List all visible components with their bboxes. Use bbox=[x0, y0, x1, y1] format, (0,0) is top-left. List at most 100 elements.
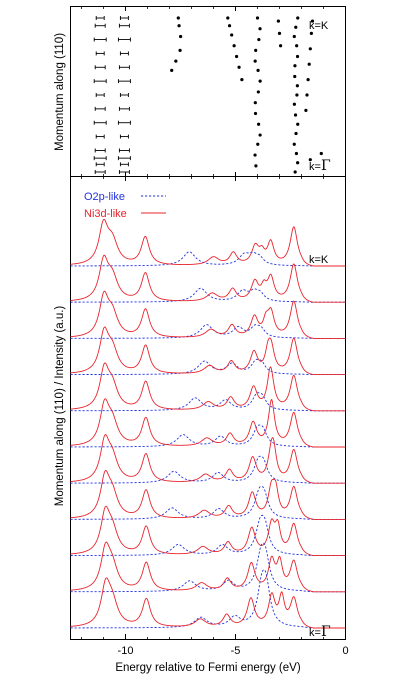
o2p-curve bbox=[70, 424, 346, 448]
dispersion-point bbox=[170, 68, 174, 72]
dispersion-point bbox=[279, 44, 283, 48]
x-tick-label: -10 bbox=[118, 645, 134, 657]
dispersion-point bbox=[230, 33, 234, 37]
error-bar-point bbox=[118, 170, 130, 174]
error-bar-point bbox=[118, 106, 130, 111]
dispersion-point bbox=[178, 48, 182, 52]
dispersion-point bbox=[304, 108, 308, 112]
dispersion-point bbox=[293, 64, 297, 68]
dispersion-point bbox=[294, 151, 299, 156]
x-tick-label: 0 bbox=[342, 645, 348, 657]
error-bar-point bbox=[119, 93, 129, 97]
top-label-k-prefix: k= bbox=[309, 161, 321, 173]
ni3d-curve bbox=[70, 218, 346, 267]
dispersion-point bbox=[255, 16, 260, 20]
error-bar-point bbox=[118, 65, 130, 70]
dispersion-point bbox=[306, 78, 310, 82]
dispersion-point bbox=[295, 84, 299, 88]
gamma-symbol-top: Γ bbox=[321, 158, 331, 174]
dispersion-point bbox=[294, 25, 298, 29]
dispersion-point bbox=[235, 54, 239, 59]
dispersion-point bbox=[307, 62, 311, 66]
error-bar-point bbox=[117, 156, 131, 161]
bottom-ylabel: Momentum along (110) / Intensity (a.u.) bbox=[54, 306, 66, 507]
dispersion-point bbox=[308, 158, 312, 162]
dispersion-point bbox=[227, 24, 232, 28]
ni3d-curve bbox=[70, 469, 346, 520]
error-bar-point bbox=[95, 51, 105, 56]
dispersion-point bbox=[232, 44, 236, 48]
error-bar-point bbox=[94, 65, 106, 70]
dispersion-point bbox=[254, 48, 258, 52]
o2p-curve bbox=[70, 392, 346, 412]
ni3d-curve bbox=[70, 577, 346, 629]
error-bar-point bbox=[95, 93, 105, 97]
error-bar-point bbox=[94, 106, 106, 111]
ni3d-curve bbox=[70, 326, 346, 376]
error-bar-point bbox=[119, 134, 129, 139]
o2p-curve bbox=[70, 358, 346, 376]
o2p-curve bbox=[70, 251, 346, 267]
bottom-label-k-K: k=K bbox=[309, 254, 329, 266]
dispersion-point bbox=[240, 78, 244, 82]
ni3d-curve bbox=[70, 362, 346, 412]
dispersion-point bbox=[253, 153, 257, 157]
dispersion-point bbox=[253, 101, 257, 105]
top-label-k-K: k=K bbox=[309, 20, 329, 32]
error-bar-point bbox=[95, 134, 105, 139]
error-bar-point bbox=[93, 120, 107, 125]
dispersion-point bbox=[237, 65, 241, 69]
bottom-x-ticks bbox=[81, 176, 324, 640]
top-ylabel: Momentum along (110) bbox=[54, 33, 66, 151]
error-bar-point bbox=[117, 37, 131, 42]
error-bar-point bbox=[94, 148, 106, 153]
error-bar-point bbox=[95, 162, 105, 167]
ni3d-curve bbox=[70, 290, 346, 339]
dispersion-point bbox=[253, 111, 258, 116]
dispersion-point bbox=[295, 54, 300, 59]
error-bar-point bbox=[94, 170, 106, 174]
o2p-curve bbox=[70, 485, 346, 520]
dispersion-point bbox=[296, 16, 300, 20]
dispersion-point bbox=[296, 122, 300, 126]
bottom-label-k-gamma: k=Γ bbox=[309, 624, 331, 640]
o2p-curve bbox=[70, 324, 346, 339]
dispersion-point bbox=[226, 16, 230, 20]
dispersion-point bbox=[309, 31, 313, 35]
error-bar-point bbox=[117, 120, 131, 125]
legend: O2p-like Ni3d-like bbox=[84, 191, 166, 220]
x-tick-label: -5 bbox=[231, 645, 241, 657]
error-bar-point bbox=[118, 148, 130, 153]
dispersion-point bbox=[277, 31, 282, 35]
dispersion-point bbox=[310, 19, 315, 23]
error-bar-point bbox=[117, 79, 131, 84]
dispersion-point bbox=[258, 27, 262, 31]
ni3d-curve bbox=[70, 254, 346, 303]
dispersion-point bbox=[319, 151, 323, 156]
top-label-k-gamma: k=Γ bbox=[309, 158, 331, 174]
error-bar-point bbox=[93, 79, 107, 84]
error-bar-point bbox=[118, 23, 130, 28]
x-axis-label: Energy relative to Fermi energy (eV) bbox=[115, 662, 301, 674]
top-panel-frame bbox=[70, 6, 346, 177]
dispersion-point bbox=[305, 93, 309, 97]
o2p-curve bbox=[70, 287, 346, 303]
dispersion-point bbox=[257, 37, 261, 42]
error-bar-point bbox=[93, 37, 107, 42]
x-tick-labels: -10 -5 0 bbox=[118, 645, 349, 657]
dispersion-point bbox=[294, 131, 298, 136]
dispersion-points bbox=[93, 16, 323, 174]
dispersion-point bbox=[256, 68, 260, 72]
dispersion-point bbox=[176, 16, 180, 20]
dispersion-point bbox=[256, 142, 260, 146]
dispersion-point bbox=[258, 79, 262, 83]
dispersion-point bbox=[253, 59, 257, 63]
ni3d-curve bbox=[70, 541, 346, 593]
error-bar-point bbox=[95, 16, 105, 20]
dispersion-point bbox=[177, 24, 181, 28]
dispersion-point bbox=[174, 59, 178, 63]
dispersion-point bbox=[293, 113, 298, 117]
ni3d-curve bbox=[70, 398, 346, 448]
dispersion-point bbox=[179, 34, 183, 39]
